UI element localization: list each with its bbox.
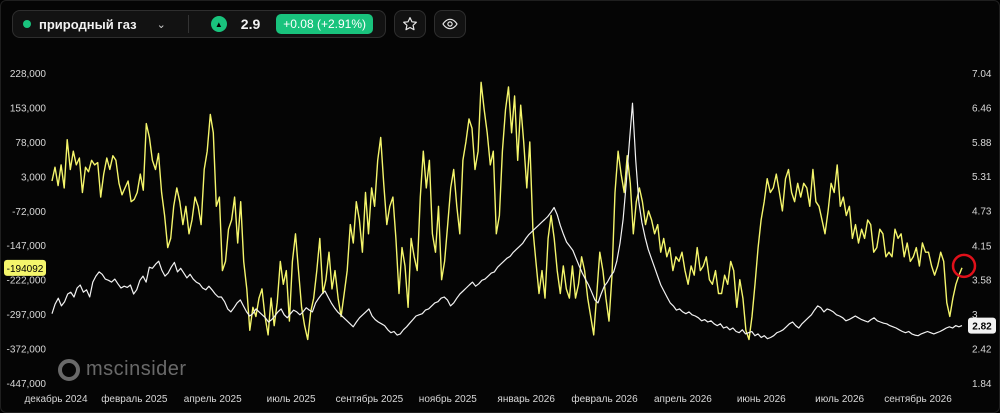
price-change-badge: +0.08 (+2.91%): [276, 14, 373, 34]
left-tick-label: -372,000: [7, 345, 47, 356]
x-tick-label: июль 2026: [815, 394, 864, 405]
right-tick-label: 5.88: [972, 138, 992, 149]
right-last-value-label: 2.82: [972, 322, 992, 333]
x-tick-label: декабрь 2024: [24, 393, 88, 405]
left-axis: 228,000 153,000 78,000 3,000 -72,000 -147,000…: [7, 69, 47, 390]
x-tick-label: сентябрь 2025: [336, 393, 404, 405]
status-dot: [23, 20, 31, 28]
price-value: 2.9: [240, 16, 261, 32]
right-axis: 7.04 6.46 5.88 5.31 4.73 4.15 3.58 3 2.42 1.84: [972, 69, 992, 390]
toolbar-divider: [187, 15, 189, 33]
price-series-line: [51, 102, 963, 340]
chevron-down-icon[interactable]: ⌄: [156, 18, 166, 31]
x-tick-label: июнь 2026: [737, 394, 786, 405]
star-icon: [403, 17, 417, 31]
series-layer: [51, 81, 963, 341]
position-series-line: [51, 81, 963, 341]
right-last-value-badge: [968, 317, 996, 334]
favorite-button[interactable]: [394, 10, 426, 38]
left-last-value-label: -194092: [7, 264, 44, 275]
left-tick-label: -72,000: [12, 207, 46, 218]
toolbar: природный газ ⌄ ▲ 2.9 +0.08 (+2.91%): [12, 9, 466, 39]
x-axis: декабрь 2024 февраль 2025 апрель 2025 июль …: [24, 393, 952, 405]
left-tick-label: 3,000: [21, 172, 46, 183]
watermark: mscinsider: [58, 358, 187, 381]
right-tick-label: 6.46: [972, 104, 992, 115]
x-tick-label: июль 2025: [267, 394, 316, 405]
x-tick-label: февраль 2026: [571, 393, 638, 405]
right-tick-label: 5.31: [972, 172, 992, 183]
right-tick-label: 4.73: [972, 207, 992, 218]
left-tick-label: 153,000: [10, 103, 47, 114]
x-tick-label: январь 2026: [497, 394, 555, 405]
visibility-button[interactable]: [434, 10, 466, 38]
x-tick-label: ноябрь 2025: [419, 393, 477, 405]
left-tick-label: 228,000: [10, 69, 47, 80]
left-tick-label: -222,000: [7, 276, 47, 287]
right-tick-label: 3.58: [972, 275, 992, 286]
labels-layer: -194092 2.82: [4, 253, 996, 334]
instrument-selector[interactable]: природный газ ⌄ ▲ 2.9 +0.08 (+2.91%): [12, 10, 386, 38]
right-tick-label: 1.84: [972, 379, 992, 390]
left-tick-label: 78,000: [15, 138, 46, 149]
eye-icon: [442, 18, 458, 30]
watermark-text: mscinsider: [86, 358, 187, 380]
right-tick-label: 7.04: [972, 69, 992, 80]
x-tick-label: февраль 2025: [101, 393, 168, 405]
left-last-value-badge: [4, 259, 46, 276]
left-tick-label: -297,000: [7, 310, 47, 321]
x-tick-label: апрель 2026: [654, 394, 712, 405]
x-tick-label: апрель 2025: [184, 394, 242, 405]
left-tick-label: -447,000: [7, 379, 47, 390]
left-tick-label: -147,000: [7, 241, 47, 252]
right-tick-label: 3: [972, 310, 978, 321]
right-tick-label: 2.42: [972, 344, 992, 355]
watermark-logo-icon: [58, 358, 80, 381]
right-tick-label: 4.15: [972, 241, 992, 252]
triangle-up-icon: ▲: [210, 16, 227, 32]
instrument-name: природный газ: [39, 16, 137, 32]
highlight-circle-marker: [951, 253, 977, 279]
x-tick-label: сентябрь 2026: [884, 393, 952, 405]
